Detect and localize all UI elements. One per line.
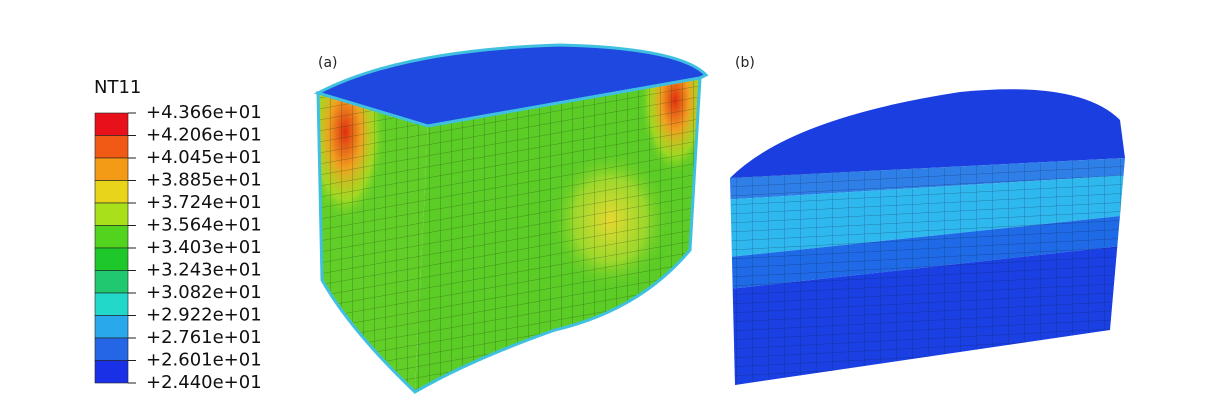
legend-label: +2.601e+01 [146,350,262,371]
legend-band [94,225,129,249]
legend-band [94,315,129,339]
legend-bar [94,112,129,384]
legend-label: +2.922e+01 [146,305,262,326]
panel-label: (a) [318,55,338,71]
panel-label: (b) [735,55,755,71]
legend-label: +3.724e+01 [146,192,262,213]
legend-label: +4.206e+01 [146,125,262,146]
legend-band [94,337,129,361]
legend-band [94,247,129,271]
legend-band [94,180,129,204]
legend-label: +4.045e+01 [146,147,262,168]
legend-band [94,292,129,316]
legend-label: +3.564e+01 [146,215,262,236]
legend-label: +4.366e+01 [146,102,262,123]
legend-label: +3.082e+01 [146,282,262,303]
legend-label: +2.761e+01 [146,327,262,348]
legend-label: +3.243e+01 [146,260,262,281]
legend-band [94,202,129,226]
legend-label: +2.440e+01 [146,372,262,393]
legend-band [94,270,129,294]
legend-label: +3.885e+01 [146,170,262,191]
legend-label: +3.403e+01 [146,237,262,258]
legend-band [94,360,129,384]
legend-band [94,157,129,181]
legend-band [94,135,129,159]
model-a [314,43,709,394]
legend-band [94,112,129,136]
model-b [730,89,1125,385]
legend-title: NT11 [94,77,141,98]
